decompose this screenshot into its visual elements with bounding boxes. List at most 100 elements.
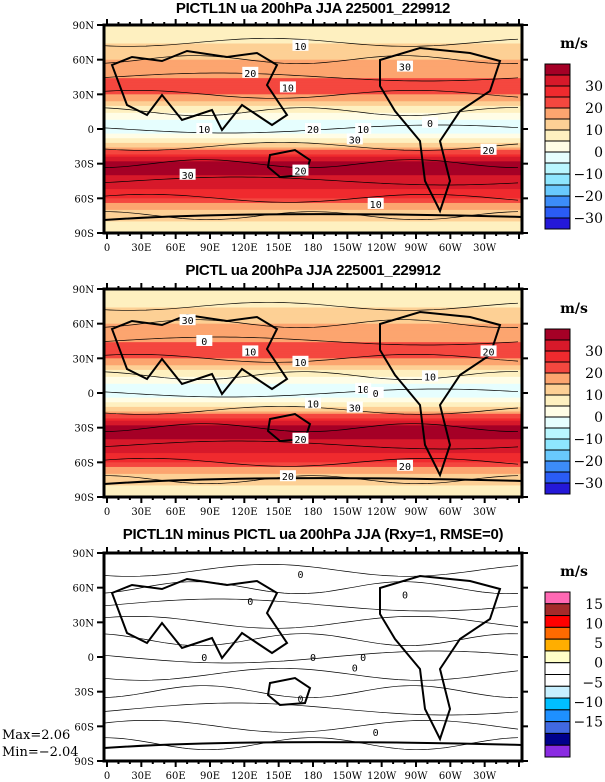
colorbar-units: m/s: [560, 301, 588, 317]
shading-band: [104, 705, 522, 709]
contour-label-box: [279, 470, 296, 482]
shading-band: [104, 466, 522, 470]
contour-label-box: [422, 370, 439, 382]
shading-band: [104, 409, 522, 412]
contour-label: 30: [349, 135, 361, 146]
colorbar-box: [544, 162, 571, 175]
colorbar-label: −10: [573, 695, 603, 711]
shading-band: [104, 94, 522, 98]
colorbar-label: −5: [582, 675, 603, 691]
contour-line: [103, 685, 519, 699]
colorbar-box: [544, 383, 571, 396]
shading-band: [104, 620, 522, 623]
shading-band: [104, 425, 522, 429]
shading-band: [104, 735, 522, 739]
shading-band: [104, 608, 522, 612]
shading-band: [104, 483, 522, 486]
shading-band: [104, 96, 522, 100]
contour-label-box: [305, 397, 321, 409]
lon-label: 30W: [473, 507, 497, 518]
lon-label: 150E: [265, 243, 291, 254]
shading-band: [104, 360, 522, 364]
shading-band: [104, 434, 522, 438]
shading-band: [104, 633, 522, 637]
contour-label-box: [305, 123, 321, 134]
lon-label: 0: [104, 507, 110, 518]
lon-label: 150W: [333, 243, 363, 254]
shading-band: [104, 365, 522, 369]
contour-line: [103, 615, 519, 629]
shading-band: [104, 330, 522, 334]
colorbar-box: [544, 603, 571, 617]
lon-label: 60W: [439, 771, 463, 782]
shading-band: [104, 710, 522, 713]
shading-band: [104, 374, 522, 378]
contour-label-box: [396, 459, 413, 471]
shading-band: [104, 101, 522, 105]
shading-band: [104, 670, 522, 674]
shading-band: [104, 50, 522, 54]
contour-line: [103, 37, 519, 47]
shading-band: [104, 689, 522, 693]
lat-label: 90S: [74, 493, 94, 504]
max-value: Max=2.06: [2, 728, 71, 743]
shading-band: [104, 698, 522, 702]
shading-band: [104, 592, 522, 596]
shading-band: [104, 578, 522, 582]
contour-label-box: [292, 432, 309, 444]
shading-band: [104, 684, 522, 688]
shading-band: [104, 427, 522, 431]
lon-label: 90W: [404, 771, 428, 782]
lon-label: 150W: [333, 507, 363, 518]
lon-label: 60E: [166, 771, 186, 782]
colorbar-box: [544, 74, 571, 87]
shading-band: [104, 29, 522, 33]
colorbar-box: [544, 350, 571, 363]
shading-band: [104, 587, 522, 591]
shading-band: [104, 571, 522, 575]
contour-line: [103, 159, 519, 169]
lat-label: 60N: [73, 56, 95, 67]
shading-band: [104, 92, 522, 95]
lon-label: 90E: [200, 507, 220, 518]
shading-band: [104, 754, 522, 757]
contour-line: [103, 89, 519, 99]
shading-band: [104, 142, 522, 146]
lat-label: 30S: [74, 688, 94, 699]
shading-band: [104, 307, 522, 311]
lon-label: 0: [104, 243, 110, 254]
shading-band: [104, 353, 522, 357]
shading-band: [104, 615, 522, 619]
shading-band: [104, 75, 522, 79]
shading-band: [104, 226, 522, 229]
colorbar-box: [544, 650, 571, 664]
shading-band: [104, 756, 522, 760]
colorbar-box: [544, 63, 571, 76]
colorbar-box: [544, 173, 571, 186]
shading-band: [104, 145, 522, 148]
lon-label: 150E: [265, 507, 291, 518]
contour-label-box: [422, 116, 439, 128]
shading-band: [104, 305, 522, 308]
contour-label-box: [396, 60, 413, 72]
lat-label: 60N: [73, 320, 95, 331]
colorbar-2: m/s 30 20 10 0 −10 −20 −30: [544, 301, 603, 495]
contour-label: 10: [294, 358, 306, 369]
lon-label: 90E: [200, 771, 220, 782]
colorbar-box: [544, 460, 571, 473]
shading-band: [104, 617, 522, 621]
shading-band: [104, 175, 522, 179]
shading-band: [104, 367, 522, 371]
shading-band: [104, 659, 522, 663]
shading-band: [104, 80, 522, 84]
shading-band: [104, 566, 522, 570]
shading-band: [104, 133, 522, 137]
shading-band: [104, 485, 522, 489]
colorbar-box: [544, 721, 571, 734]
contour-line: [103, 633, 519, 647]
shading-band: [104, 89, 522, 93]
shading-band: [104, 464, 522, 468]
shading-band: [104, 112, 522, 116]
shading-band: [104, 209, 522, 213]
colorbar-label: −15: [573, 715, 603, 731]
